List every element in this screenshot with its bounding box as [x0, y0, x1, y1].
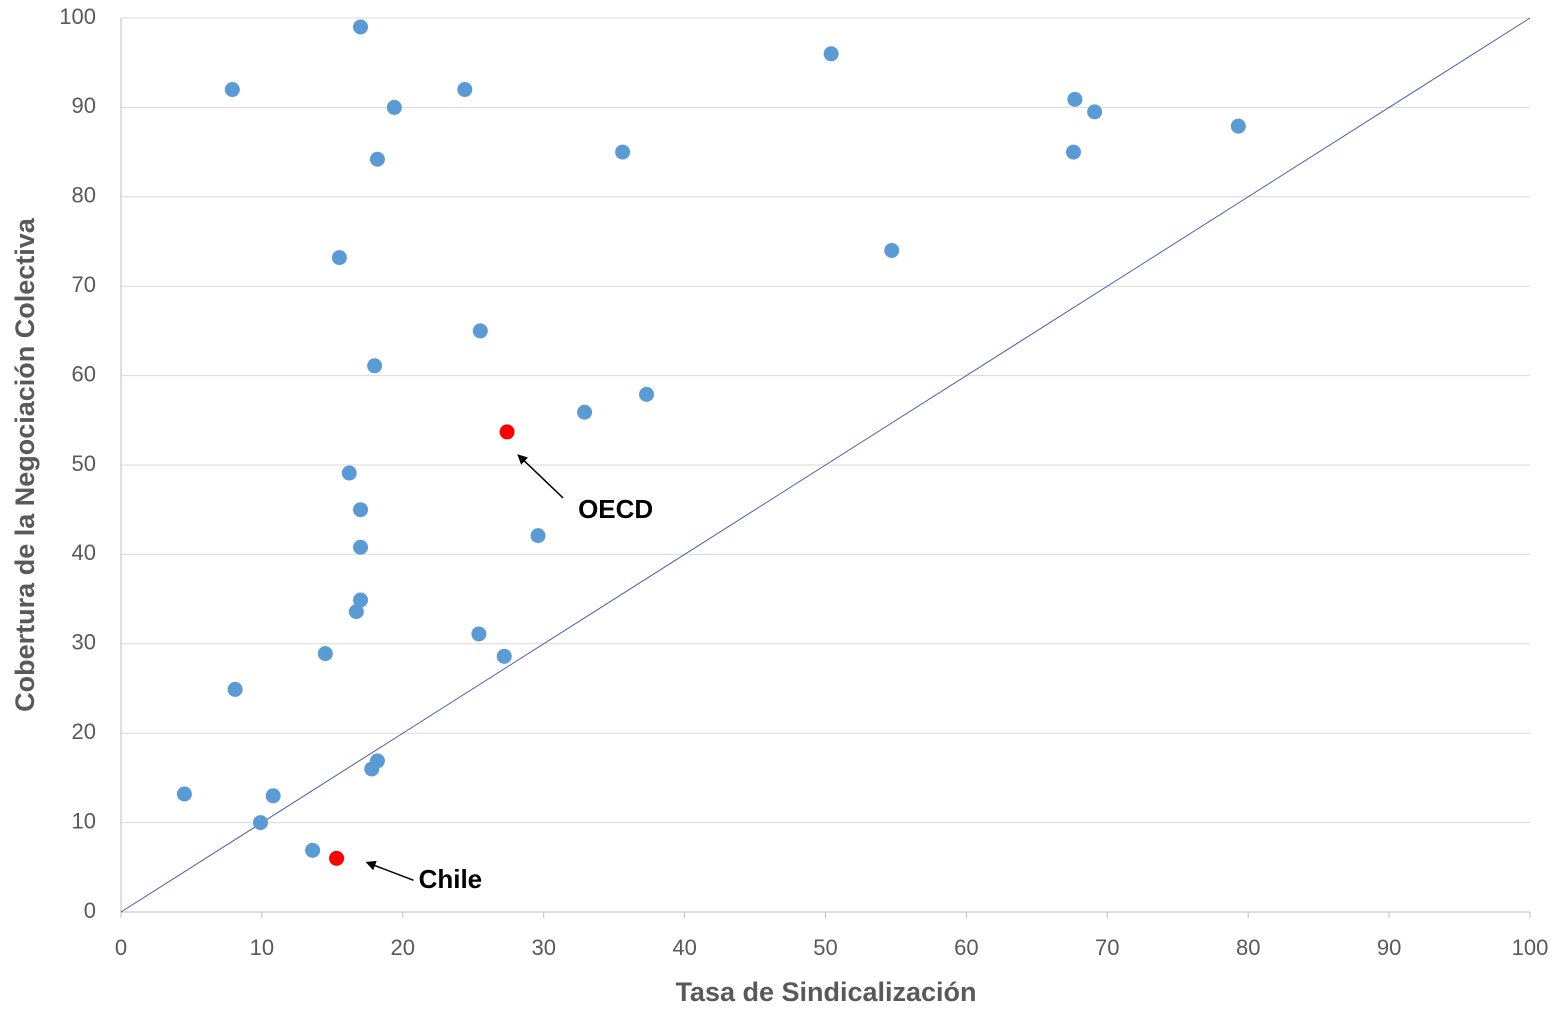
point	[353, 19, 369, 35]
y-tick-label: 50	[72, 451, 96, 476]
point	[367, 358, 383, 374]
annotation-arrow	[365, 860, 414, 882]
point	[496, 648, 512, 664]
x-tick-label: 100	[1512, 935, 1549, 960]
point	[227, 681, 243, 697]
point	[1067, 91, 1083, 107]
annotation-arrow	[517, 454, 564, 499]
identity-line	[120, 17, 1531, 913]
x-tick-label: 20	[391, 935, 415, 960]
point	[1087, 104, 1103, 120]
annotation: Chile	[419, 864, 483, 894]
point	[348, 604, 364, 620]
point	[1065, 144, 1081, 160]
y-tick-label: 70	[72, 272, 96, 297]
y-tick-label: 20	[72, 719, 96, 744]
y-tick-label: 90	[72, 93, 96, 118]
point	[472, 323, 488, 339]
point	[341, 465, 357, 481]
x-axis-title: Tasa de Sindicalización	[675, 977, 976, 1007]
point	[577, 404, 593, 420]
point	[530, 528, 546, 544]
x-tick-label: 10	[250, 935, 274, 960]
point	[457, 82, 473, 98]
point	[265, 788, 281, 804]
point	[353, 539, 369, 555]
point	[369, 151, 385, 167]
annotation: OECD	[578, 494, 653, 524]
point	[176, 786, 192, 802]
point	[823, 46, 839, 62]
point	[329, 850, 345, 866]
point	[884, 242, 900, 258]
x-tick-label: 80	[1236, 935, 1260, 960]
point	[499, 424, 515, 440]
point	[364, 761, 380, 777]
point	[317, 646, 333, 662]
y-tick-label: 0	[84, 898, 96, 923]
x-tick-label: 30	[531, 935, 555, 960]
y-tick-label: 30	[72, 630, 96, 655]
x-tick-label: 40	[672, 935, 696, 960]
x-tick-label: 90	[1377, 935, 1401, 960]
x-tick-label: 50	[813, 935, 837, 960]
x-tick-label: 70	[1095, 935, 1119, 960]
point	[252, 815, 268, 831]
y-tick-label: 60	[72, 361, 96, 386]
y-tick-label: 80	[72, 183, 96, 208]
y-axis-title: Cobertura de la Negociación Colectiva	[10, 217, 40, 712]
x-tick-label: 60	[954, 935, 978, 960]
point	[224, 82, 240, 98]
point	[471, 626, 487, 642]
point	[353, 502, 369, 518]
point	[353, 592, 369, 608]
y-tick-label: 10	[72, 808, 96, 833]
point	[615, 144, 631, 160]
point	[386, 99, 402, 115]
point	[305, 842, 321, 858]
point	[331, 250, 347, 266]
point	[1230, 118, 1246, 134]
x-tick-label: 0	[115, 935, 127, 960]
y-tick-label: 100	[59, 4, 96, 29]
y-tick-label: 40	[72, 540, 96, 565]
point	[639, 386, 655, 402]
